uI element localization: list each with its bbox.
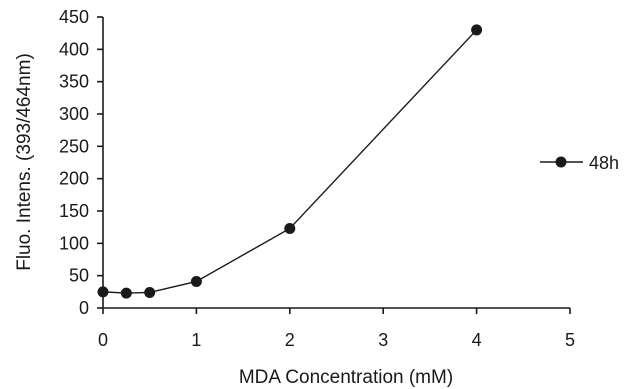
y-tick-label: 450 (59, 7, 89, 27)
x-tick-label: 2 (285, 330, 295, 350)
y-tick-label: 250 (59, 136, 89, 156)
x-tick-label: 5 (565, 330, 575, 350)
data-point (191, 276, 202, 287)
data-point (98, 286, 109, 297)
data-point (121, 288, 132, 299)
y-tick-label: 200 (59, 169, 89, 189)
legend: 48h (540, 153, 619, 173)
x-axis-title: MDA Concentration (mM) (239, 367, 453, 388)
x-tick-label: 1 (191, 330, 201, 350)
data-point (284, 223, 295, 234)
x-tick-label: 4 (472, 330, 482, 350)
y-axis-title: Fluo. Intens. (393/464nm) (14, 53, 35, 271)
series-line-48h (103, 30, 477, 293)
y-tick-label: 100 (59, 233, 89, 253)
y-tick-label: 50 (69, 266, 89, 286)
x-tick-label: 0 (98, 330, 108, 350)
x-ticks: 0 1 2 3 4 5 (98, 308, 575, 350)
y-ticks: 0 50 100 150 200 250 300 350 400 450 (59, 7, 103, 318)
y-tick-label: 150 (59, 201, 89, 221)
plot-area (98, 24, 483, 298)
x-tick-label: 3 (378, 330, 388, 350)
data-point (144, 287, 155, 298)
legend-marker (556, 157, 567, 168)
y-tick-label: 0 (79, 298, 89, 318)
legend-label: 48h (589, 153, 619, 173)
y-tick-label: 350 (59, 72, 89, 92)
y-tick-label: 300 (59, 104, 89, 124)
y-tick-label: 400 (59, 39, 89, 59)
data-point (471, 24, 482, 35)
axes: 0 50 100 150 200 250 300 350 400 450 0 1 2 3 4 5 (59, 7, 575, 350)
